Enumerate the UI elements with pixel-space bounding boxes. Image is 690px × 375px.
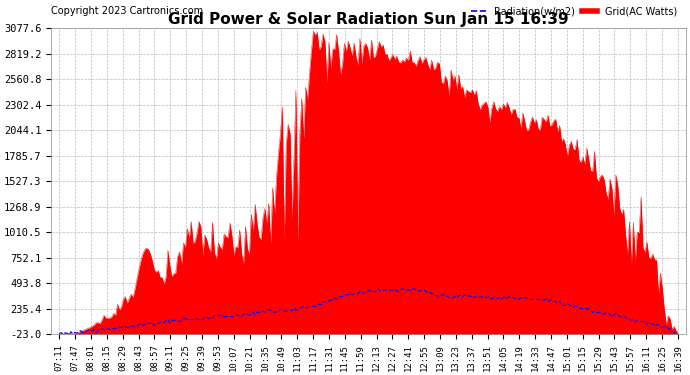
Legend: Radiation(w/m2), Grid(AC Watts): Radiation(w/m2), Grid(AC Watts) [468,2,681,20]
Text: Copyright 2023 Cartronics.com: Copyright 2023 Cartronics.com [51,6,204,16]
Title: Grid Power & Solar Radiation Sun Jan 15 16:39: Grid Power & Solar Radiation Sun Jan 15 … [168,12,569,27]
